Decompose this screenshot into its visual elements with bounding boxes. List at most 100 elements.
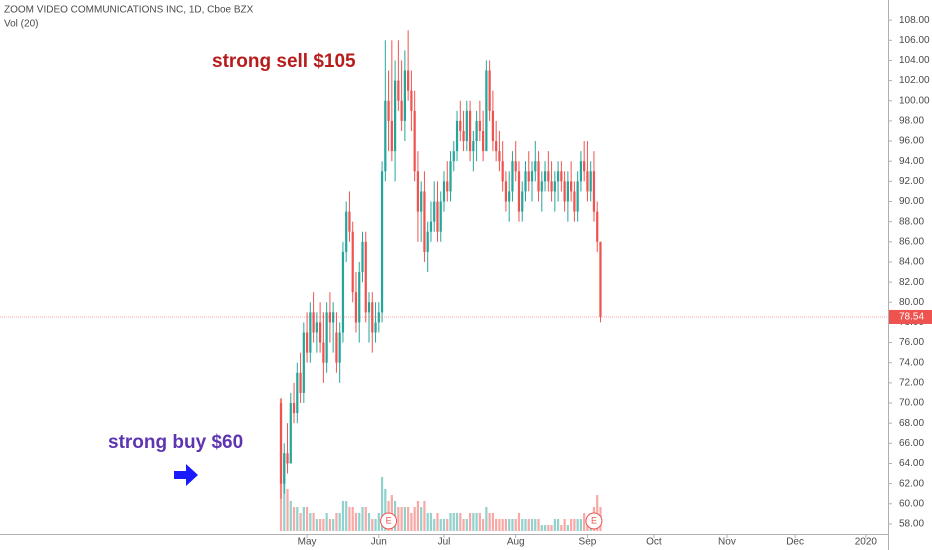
volume-bar xyxy=(292,507,296,531)
candle-body xyxy=(583,161,586,172)
x-tick-label: Sep xyxy=(579,537,597,548)
volume-bar xyxy=(573,519,576,531)
volume-bar xyxy=(583,513,586,531)
candle-body xyxy=(534,161,537,172)
y-tick-label: 70.00 xyxy=(899,398,924,409)
y-tick-label: 66.00 xyxy=(899,438,924,449)
candle-body xyxy=(332,312,335,323)
volume-bar xyxy=(550,525,553,531)
y-tick-label: 86.00 xyxy=(899,236,924,247)
volume-bar xyxy=(377,513,380,531)
volume-bar xyxy=(371,519,374,531)
candle-body xyxy=(423,191,426,252)
volume-bar xyxy=(384,489,387,531)
y-tick-label: 68.00 xyxy=(899,418,924,429)
candle-body xyxy=(413,110,416,172)
x-tick-label: Nov xyxy=(718,537,736,548)
candle-body xyxy=(429,221,433,232)
candle-body xyxy=(384,100,387,172)
volume-bar xyxy=(517,513,521,531)
candle-body xyxy=(302,332,305,393)
volume-bar xyxy=(547,525,550,531)
volume-bar xyxy=(498,519,501,531)
volume-bar xyxy=(354,513,358,531)
volume-bar xyxy=(534,519,537,531)
candle-body xyxy=(420,191,423,212)
volume-bar xyxy=(345,501,348,531)
x-tick-label: Dec xyxy=(786,537,804,548)
volume-bar xyxy=(563,519,566,531)
volume-bar xyxy=(296,507,299,531)
candle-body xyxy=(328,312,332,323)
candle-body xyxy=(543,171,547,182)
y-tick-label: 94.00 xyxy=(899,156,924,167)
candle-body xyxy=(459,120,462,131)
volume-bar xyxy=(416,501,420,531)
candle-body xyxy=(397,80,400,101)
volume-bar xyxy=(501,519,504,531)
volume-bar xyxy=(312,513,315,531)
volume-bar xyxy=(380,477,384,531)
x-tick-label: Aug xyxy=(507,537,525,548)
candle-body xyxy=(387,100,390,121)
y-tick-label: 62.00 xyxy=(899,478,924,489)
volume-bar xyxy=(459,513,462,531)
candle-body xyxy=(527,171,530,182)
volume-bar xyxy=(482,519,485,531)
candle-body xyxy=(599,241,602,317)
candle-body xyxy=(508,191,511,202)
volume-bar xyxy=(553,519,556,531)
candle-body xyxy=(439,201,442,232)
volume-bar xyxy=(348,507,351,531)
candle-body xyxy=(537,161,540,192)
candle-body xyxy=(521,191,524,212)
candle-body xyxy=(452,151,455,162)
volume-bar xyxy=(491,513,495,531)
volume-bar xyxy=(403,507,406,531)
volume-bar xyxy=(576,519,579,531)
arrow xyxy=(174,464,198,486)
candle-body xyxy=(351,231,354,293)
chart-title: ZOOM VIDEO COMMUNICATIONS INC, 1D, Cboe … xyxy=(4,5,254,16)
y-tick-label: 104.00 xyxy=(899,55,930,66)
volume-bar xyxy=(338,513,341,531)
volume-bar xyxy=(478,513,481,531)
volume-bar xyxy=(596,495,599,531)
x-tick-label: May xyxy=(298,537,317,548)
candle-body xyxy=(488,70,491,111)
annotation: strong sell $105 xyxy=(212,51,356,72)
candle-body xyxy=(319,322,322,343)
candle-body xyxy=(511,161,514,192)
candle-body xyxy=(286,453,289,464)
volume-bar xyxy=(305,507,309,531)
volume-label: Vol (20) xyxy=(4,19,38,30)
candle-body xyxy=(482,130,485,152)
volume-bar xyxy=(299,513,302,531)
candle-body xyxy=(279,403,283,484)
candle-body xyxy=(400,100,403,121)
candle-body xyxy=(573,191,576,212)
volume-bar xyxy=(407,507,410,531)
y-tick-label: 100.00 xyxy=(899,95,930,106)
volume-bar xyxy=(332,519,335,531)
candle-body xyxy=(426,231,429,252)
candle-body xyxy=(436,201,439,232)
candle-body xyxy=(491,110,495,142)
volume-bar xyxy=(410,513,413,531)
volume-bar xyxy=(426,513,429,531)
y-tick-label: 74.00 xyxy=(899,357,924,368)
candle-body xyxy=(446,181,449,192)
volume-bar xyxy=(521,519,524,531)
volume-bar xyxy=(367,513,371,531)
candle-body xyxy=(514,161,517,172)
candle-body xyxy=(283,453,286,484)
volume-bar xyxy=(309,513,312,531)
volume-bar xyxy=(468,513,472,531)
candle-body xyxy=(442,181,446,202)
volume-bar xyxy=(439,519,442,531)
volume-bar xyxy=(560,525,563,531)
candle-body xyxy=(322,342,325,363)
volume-bar xyxy=(420,507,423,531)
candle-body xyxy=(550,181,553,192)
x-tick-label: Oct xyxy=(646,537,662,548)
